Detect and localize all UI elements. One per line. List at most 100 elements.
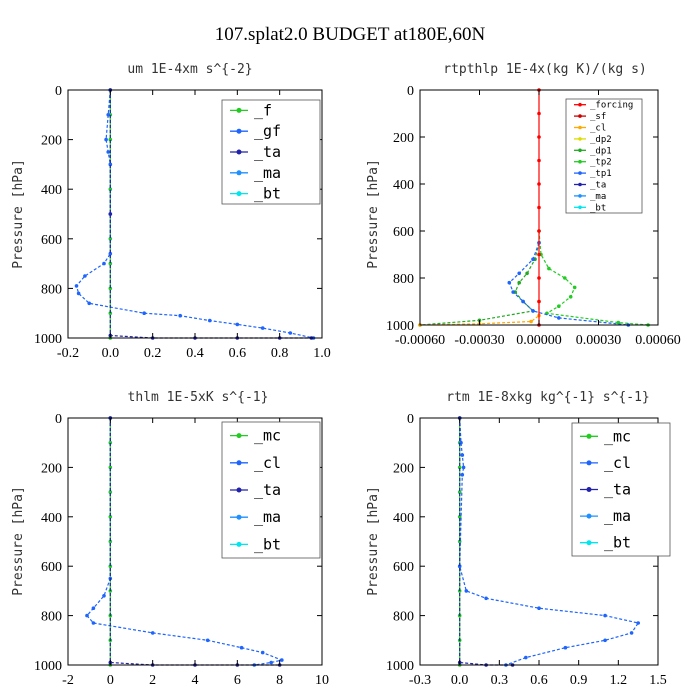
data-point_cl xyxy=(460,473,465,477)
data-point_ta xyxy=(108,212,113,216)
data-point_cl xyxy=(457,564,462,568)
y-tick-label: 600 xyxy=(393,225,414,240)
data-point_f xyxy=(108,237,113,241)
legend-entry: _cl xyxy=(590,124,606,134)
legend-marker xyxy=(236,170,242,176)
x-tick-label: 6 xyxy=(234,673,241,688)
series-line_cl xyxy=(459,417,640,666)
legend-marker xyxy=(236,191,242,197)
y-tick-label: 200 xyxy=(393,131,414,146)
y-axis-label: Pressure [hPa] xyxy=(366,486,381,596)
data-point_mc xyxy=(108,490,113,494)
data-point_cl xyxy=(102,594,106,598)
x-tick-label: -0.2 xyxy=(57,346,79,361)
data-point_gf xyxy=(142,311,146,316)
series-line_ta xyxy=(459,418,513,666)
y-tick-label: 200 xyxy=(393,461,414,476)
chart-title: rtpthlp 1E-4x(kg K)/(kg s) xyxy=(443,62,647,77)
chart-rtm: rtm 1E-8xkg kg^{-1} s^{-1} Pressure [hPa]… xyxy=(366,390,671,688)
x-tick-label: 2 xyxy=(149,673,156,688)
legend-marker xyxy=(578,102,582,107)
legend-entry: _bt xyxy=(254,535,281,553)
legend-marker xyxy=(578,171,582,175)
data-point_f xyxy=(108,137,113,142)
data-point_cl xyxy=(91,621,96,625)
data-point_f xyxy=(108,261,113,266)
data-point_gf xyxy=(208,318,212,323)
data-point_forcing xyxy=(537,205,541,210)
y-tick-label: 800 xyxy=(393,272,414,287)
x-tick-label: 0.00030 xyxy=(576,333,622,348)
data-point_forcing xyxy=(537,252,541,257)
series-line_tp1 xyxy=(508,242,629,326)
x-tick-label: 1.5 xyxy=(649,673,667,688)
data-point_cl xyxy=(239,645,244,650)
x-tick-label: -0.00060 xyxy=(395,333,445,348)
data-point_cl xyxy=(205,638,210,643)
data-point_cl xyxy=(269,660,274,665)
legend-marker xyxy=(578,148,582,153)
figure-title: 107.splat2.0 BUDGET at180E,60N xyxy=(215,24,486,45)
y-tick-label: 600 xyxy=(41,560,62,575)
x-tick-label: 10 xyxy=(315,673,329,688)
legend-marker xyxy=(236,149,242,155)
legend-box xyxy=(565,98,643,214)
data-point_cl xyxy=(537,606,541,610)
y-tick-label: 0 xyxy=(55,84,62,99)
y-tick-label: 400 xyxy=(41,183,62,198)
y-tick-label: 600 xyxy=(393,560,414,575)
data-point_gf xyxy=(178,313,182,318)
data-point_gf xyxy=(108,251,113,256)
data-point_dp1 xyxy=(517,280,521,285)
y-axis-label: Pressure [hPa] xyxy=(366,159,381,269)
legend-entry: _cl xyxy=(254,454,281,472)
data-point_tp1 xyxy=(557,316,561,320)
legend-marker xyxy=(236,433,242,439)
x-tick-label: 1.0 xyxy=(313,346,331,361)
data-point_gf xyxy=(108,162,113,167)
legend-entry: _ta xyxy=(254,481,281,499)
y-tick-label: 0 xyxy=(407,84,414,99)
data-point_f xyxy=(108,187,113,191)
data-point_forcing xyxy=(537,182,541,186)
chart-title: rtm 1E-8xkg kg^{-1} s^{-1} xyxy=(446,390,650,405)
legend-entry: _ma xyxy=(254,508,281,526)
y-tick-label: 200 xyxy=(41,461,62,476)
data-point_forcing xyxy=(537,299,541,304)
data-point_tp2 xyxy=(547,266,551,271)
x-tick-label: 0.9 xyxy=(570,673,588,688)
y-tick-label: 0 xyxy=(407,412,414,427)
data-point_cl xyxy=(636,621,640,625)
y-tick-label: 400 xyxy=(393,511,414,526)
x-tick-label: 0.00000 xyxy=(516,333,562,348)
data-point_cl xyxy=(260,650,265,655)
data-point_forcing xyxy=(537,135,541,139)
data-point_mc xyxy=(108,564,113,568)
data-point_cl xyxy=(629,631,634,635)
data-point_gf xyxy=(76,291,81,296)
legend-marker xyxy=(578,205,582,210)
legend-marker xyxy=(578,137,582,141)
x-tick-label: -2 xyxy=(62,673,74,688)
data-point_f xyxy=(108,311,113,316)
legend-marker xyxy=(236,107,242,113)
data-point_cl xyxy=(464,589,469,593)
x-tick-label: 0.0 xyxy=(102,346,120,361)
data-point_cl xyxy=(524,655,528,660)
series-line_dp1 xyxy=(419,242,540,326)
legend-marker xyxy=(578,125,582,130)
chart-title: thlm 1E-5xK s^{-1} xyxy=(128,390,269,405)
data-point_gf xyxy=(235,322,240,327)
legend-marker xyxy=(578,114,582,118)
y-tick-label: 1000 xyxy=(34,332,62,347)
y-axis-label: Pressure [hPa] xyxy=(11,486,26,596)
data-point_cl xyxy=(85,613,89,618)
data-point_cl xyxy=(603,613,607,618)
legend-entry: _dp2 xyxy=(590,135,612,145)
legend-marker xyxy=(578,159,582,164)
legend-entry: _ma xyxy=(254,164,281,182)
data-point_tp2 xyxy=(568,295,573,299)
y-tick-label: 1000 xyxy=(386,319,414,334)
legend-marker xyxy=(586,513,592,519)
data-point_gf xyxy=(87,301,91,306)
